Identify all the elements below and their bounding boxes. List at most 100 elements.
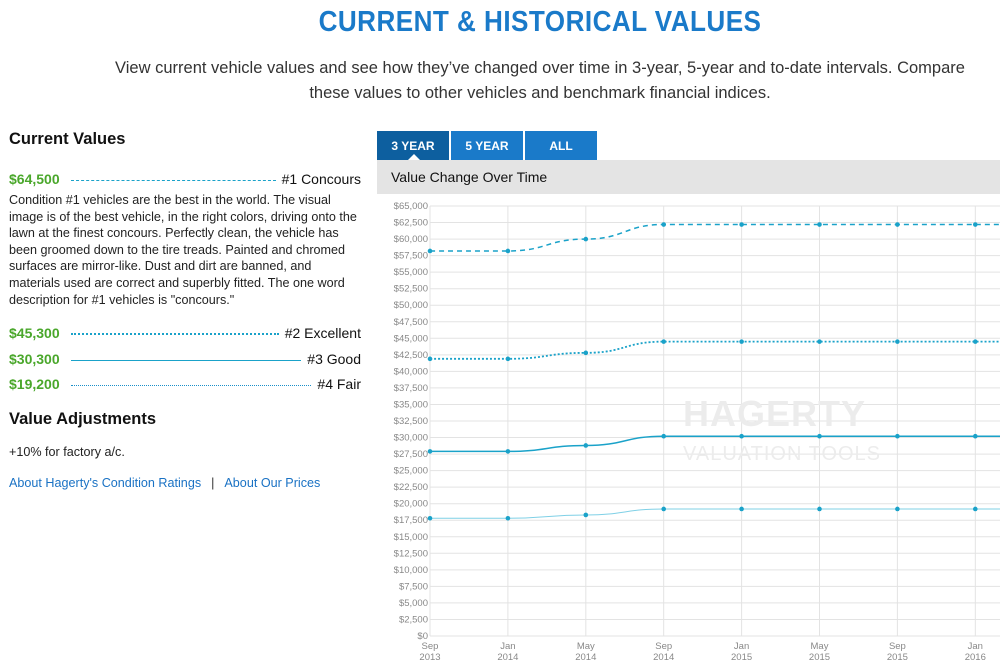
y-tick-label: $10,000 bbox=[394, 565, 428, 576]
x-tick-label: 2013 bbox=[419, 652, 440, 663]
y-tick-label: $30,000 bbox=[394, 433, 428, 444]
y-tick-label: $60,000 bbox=[394, 234, 428, 245]
data-point bbox=[739, 339, 744, 344]
chart-header: Value Change Over Time bbox=[377, 160, 1000, 194]
y-tick-label: $65,000 bbox=[394, 201, 428, 212]
our-prices-link[interactable]: About Our Prices bbox=[224, 476, 321, 490]
tab-3-year[interactable]: 3 YEAR bbox=[377, 131, 449, 160]
current-values-title: Current Values bbox=[9, 130, 126, 148]
y-tick-label: $0 bbox=[417, 631, 428, 642]
data-point bbox=[427, 449, 433, 454]
x-tick-label: May bbox=[577, 641, 595, 652]
tab-all[interactable]: ALL bbox=[525, 131, 597, 160]
data-point bbox=[427, 356, 433, 362]
tab-5-year[interactable]: 5 YEAR bbox=[451, 131, 523, 160]
y-tick-label: $45,000 bbox=[394, 333, 428, 344]
y-tick-label: $5,000 bbox=[399, 598, 428, 609]
value-adjustments-text: +10% for factory a/c. bbox=[9, 445, 125, 459]
condition-description: Condition #1 vehicles are the best in th… bbox=[9, 193, 357, 307]
y-tick-label: $47,500 bbox=[394, 317, 428, 328]
series-line bbox=[430, 508, 1000, 519]
y-tick-label: $37,500 bbox=[394, 383, 428, 394]
watermark-brand: HAGERTY bbox=[683, 393, 866, 434]
data-point bbox=[739, 506, 744, 512]
data-point bbox=[583, 443, 589, 448]
y-tick-label: $40,000 bbox=[394, 366, 428, 377]
data-point bbox=[427, 248, 433, 254]
x-tick-label: Jan bbox=[500, 641, 515, 652]
current-values-panel: Current Values $64,500 #1 Concours Condi… bbox=[9, 130, 361, 490]
data-point bbox=[895, 339, 900, 344]
series-line bbox=[429, 223, 1000, 252]
x-tick-label: Sep bbox=[422, 641, 439, 652]
data-point bbox=[661, 339, 666, 344]
link-separator: | bbox=[211, 476, 215, 490]
data-point bbox=[973, 506, 978, 512]
price-good: $30,300 bbox=[9, 351, 60, 367]
x-tick-label: 2014 bbox=[575, 652, 596, 663]
x-tick-label: 2014 bbox=[653, 652, 674, 663]
watermark: HAGERTY VALUATION TOOLS bbox=[683, 393, 881, 465]
value-chart: HAGERTY VALUATION TOOLS $0 $2,500 $5,000 $7… bbox=[377, 194, 1000, 668]
y-tick-label: $50,000 bbox=[394, 300, 428, 311]
y-tick-label: $55,000 bbox=[394, 267, 428, 278]
data-point bbox=[583, 512, 589, 518]
data-point bbox=[661, 222, 666, 227]
data-point bbox=[895, 222, 900, 227]
y-tick-label: $17,500 bbox=[394, 515, 428, 526]
y-tick-label: $32,500 bbox=[394, 416, 428, 427]
condition-ratings-link[interactable]: About Hagerty's Condition Ratings bbox=[9, 476, 202, 490]
chart-series bbox=[427, 222, 1000, 521]
data-point bbox=[583, 236, 589, 242]
condition-concours: #1 Concours bbox=[281, 171, 361, 187]
x-tick-label: Jan bbox=[968, 641, 983, 652]
legend-line-fine bbox=[71, 384, 312, 386]
legend-line-solid bbox=[71, 359, 302, 361]
y-tick-label: $22,500 bbox=[394, 482, 428, 493]
price-excellent: $45,300 bbox=[9, 325, 60, 341]
data-point bbox=[505, 449, 511, 454]
data-point bbox=[817, 339, 822, 344]
x-tick-label: 2014 bbox=[497, 652, 518, 663]
intro-text: View current vehicle values and see how … bbox=[115, 59, 965, 102]
y-tick-label: $20,000 bbox=[394, 499, 428, 510]
chart-svg: HAGERTY VALUATION TOOLS $0 $2,500 $5,000 $7… bbox=[394, 201, 1000, 663]
data-point bbox=[739, 222, 744, 227]
watermark-sub: VALUATION TOOLS bbox=[683, 443, 881, 465]
y-tick-label: $62,500 bbox=[394, 218, 428, 229]
page-title: CURRENT & HISTORICAL VALUES bbox=[318, 6, 762, 38]
x-axis-labels: Sep2013Jan2014May2014Sep2014Jan2015May20… bbox=[419, 641, 985, 663]
y-tick-label: $12,500 bbox=[394, 548, 428, 559]
price-concours: $64,500 bbox=[9, 171, 60, 187]
condition-excellent: #2 Excellent bbox=[284, 325, 361, 341]
data-point bbox=[427, 515, 433, 521]
data-point bbox=[895, 506, 900, 512]
series-line bbox=[429, 435, 1000, 453]
x-tick-label: Sep bbox=[655, 641, 672, 652]
series-line bbox=[430, 340, 1000, 360]
data-point bbox=[895, 433, 900, 439]
data-point bbox=[739, 433, 744, 439]
info-links: About Hagerty's Condition Ratings | About … bbox=[9, 476, 320, 490]
interval-tabs: 3 YEAR 5 YEAR ALL bbox=[377, 131, 599, 160]
data-point bbox=[583, 350, 589, 356]
condition-fair: #4 Fair bbox=[317, 376, 361, 392]
data-point bbox=[505, 248, 511, 254]
data-point bbox=[661, 433, 666, 439]
y-tick-label: $42,500 bbox=[394, 350, 428, 361]
data-point bbox=[817, 433, 822, 439]
x-tick-label: 2016 bbox=[965, 652, 986, 663]
y-tick-label: $25,000 bbox=[394, 466, 428, 477]
y-tick-label: $15,000 bbox=[394, 532, 428, 543]
condition-good: #3 Good bbox=[307, 351, 361, 367]
y-axis-labels: $0 $2,500 $5,000 $7,500 $10,000 $12,500 $15,00… bbox=[394, 201, 428, 642]
x-tick-label: 2015 bbox=[809, 652, 830, 663]
legend-line-dotted bbox=[71, 333, 279, 335]
value-adjustments-title: Value Adjustments bbox=[9, 410, 157, 428]
data-point bbox=[661, 506, 666, 512]
x-tick-label: May bbox=[811, 641, 829, 652]
x-tick-label: Sep bbox=[889, 641, 906, 652]
y-tick-label: $7,500 bbox=[399, 581, 428, 592]
data-point bbox=[973, 339, 978, 344]
y-tick-label: $2,500 bbox=[399, 614, 428, 625]
